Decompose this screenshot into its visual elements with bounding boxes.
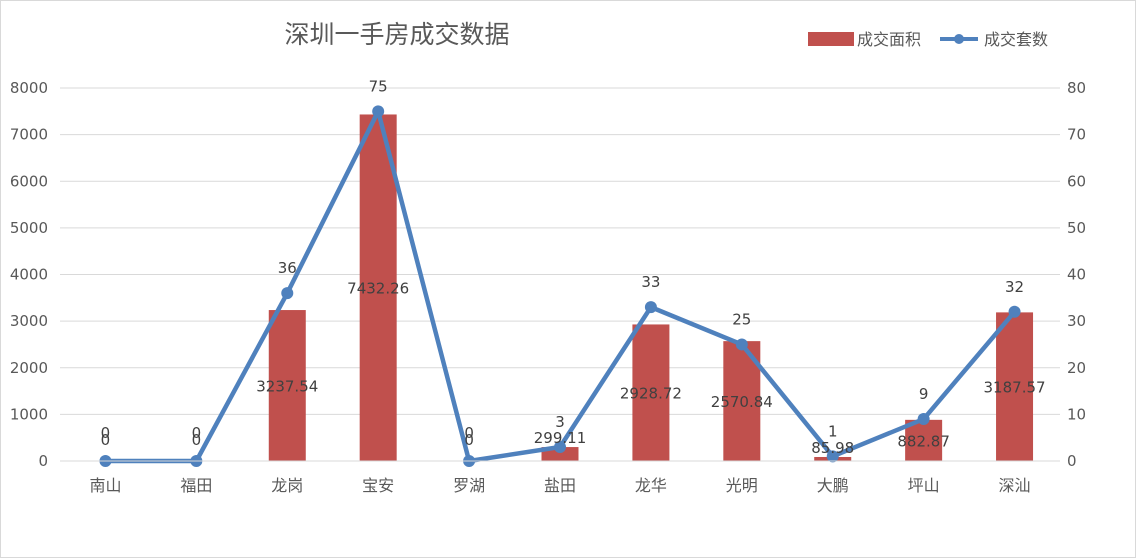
chart-title: 深圳一手房成交数据 [284,20,509,49]
bar-data-label: 0 [464,431,474,449]
line-path [105,109,1017,464]
x-category-label: 龙华 [635,476,667,495]
bar-data-label: 7432.26 [347,280,409,298]
bar-data-label: 2570.84 [711,393,773,411]
y-left-tick-label: 0 [38,452,48,470]
y-right-tick-label: 70 [1067,126,1086,144]
y-left-tick-label: 8000 [10,79,48,97]
line-data-label: 25 [732,310,751,328]
legend-bar-label: 成交面积 [857,30,921,49]
line-data-label: 3 [555,413,565,431]
bar [268,310,306,461]
y-right-tick-label: 0 [1067,452,1077,470]
bar [905,419,943,461]
y-left-tick-label: 3000 [10,312,48,330]
bar [359,114,397,461]
line-data-label: 33 [641,273,660,291]
y-left-tick-label: 2000 [10,359,48,377]
bar-data-label: 3187.57 [984,379,1046,397]
y-left-tick-label: 5000 [10,219,48,237]
y-left-tick-label: 6000 [10,172,48,190]
y-right-tick-label: 20 [1067,359,1086,377]
x-category-label: 罗湖 [453,476,485,495]
bar [632,324,670,461]
line-data-label: 9 [919,385,929,403]
legend-line-label: 成交套数 [984,30,1048,49]
line-series [99,105,1021,467]
y-left-tick-label: 7000 [10,126,48,144]
line-marker [1008,305,1021,318]
line-data-label: 1 [828,422,838,440]
line-marker [917,413,930,426]
x-category-label: 龙岗 [271,476,303,495]
line-data-label: 32 [1005,278,1024,296]
line-data-label: 0 [101,424,111,442]
gridlines [60,87,1060,415]
legend-line-marker [954,34,964,44]
bar-data-label: 0 [192,431,202,449]
x-category-label: 盐田 [544,476,576,495]
line-marker [735,338,748,351]
bar-data-label: 0 [101,431,111,449]
y-right-tick-label: 30 [1067,312,1086,330]
bar-data-label: 3237.54 [256,378,318,396]
x-category-label: 坪山 [908,476,940,495]
y-right-tick-label: 80 [1067,79,1086,97]
line-marker [281,287,294,300]
bar [996,312,1034,461]
y-right-tick-label: 60 [1067,172,1086,190]
x-category-label: 宝安 [362,476,394,495]
line-data-label: 75 [369,77,388,95]
line-marker [554,441,566,454]
y-right-tick-label: 40 [1067,266,1086,284]
line-marker [826,450,839,463]
line-marker [644,301,657,314]
line-data-label: 0 [464,424,474,442]
legend: 成交面积 成交套数 [808,30,1048,49]
axes: 0100020003000400050006000700080000102030… [10,79,1086,495]
x-category-label: 深汕 [999,476,1031,495]
y-right-tick-label: 10 [1067,405,1086,423]
x-category-label: 光明 [726,476,758,495]
y-left-tick-label: 1000 [10,405,48,423]
bar-data-label: 299.11 [534,429,587,447]
x-category-label: 福田 [180,476,212,495]
x-category-label: 大鹏 [817,476,849,495]
bar-data-label: 85.98 [811,439,854,457]
bar-data-label: 2928.72 [620,385,682,403]
line-data-label: 36 [278,259,297,277]
line-data-label: 0 [192,424,202,442]
bar-data-label: 882.87 [897,432,950,450]
bar-series [268,114,1034,461]
y-right-tick-label: 50 [1067,219,1086,237]
line-marker [372,105,385,118]
x-category-label: 南山 [89,476,121,495]
y-left-tick-label: 4000 [10,266,48,284]
legend-bar-swatch [808,32,854,46]
